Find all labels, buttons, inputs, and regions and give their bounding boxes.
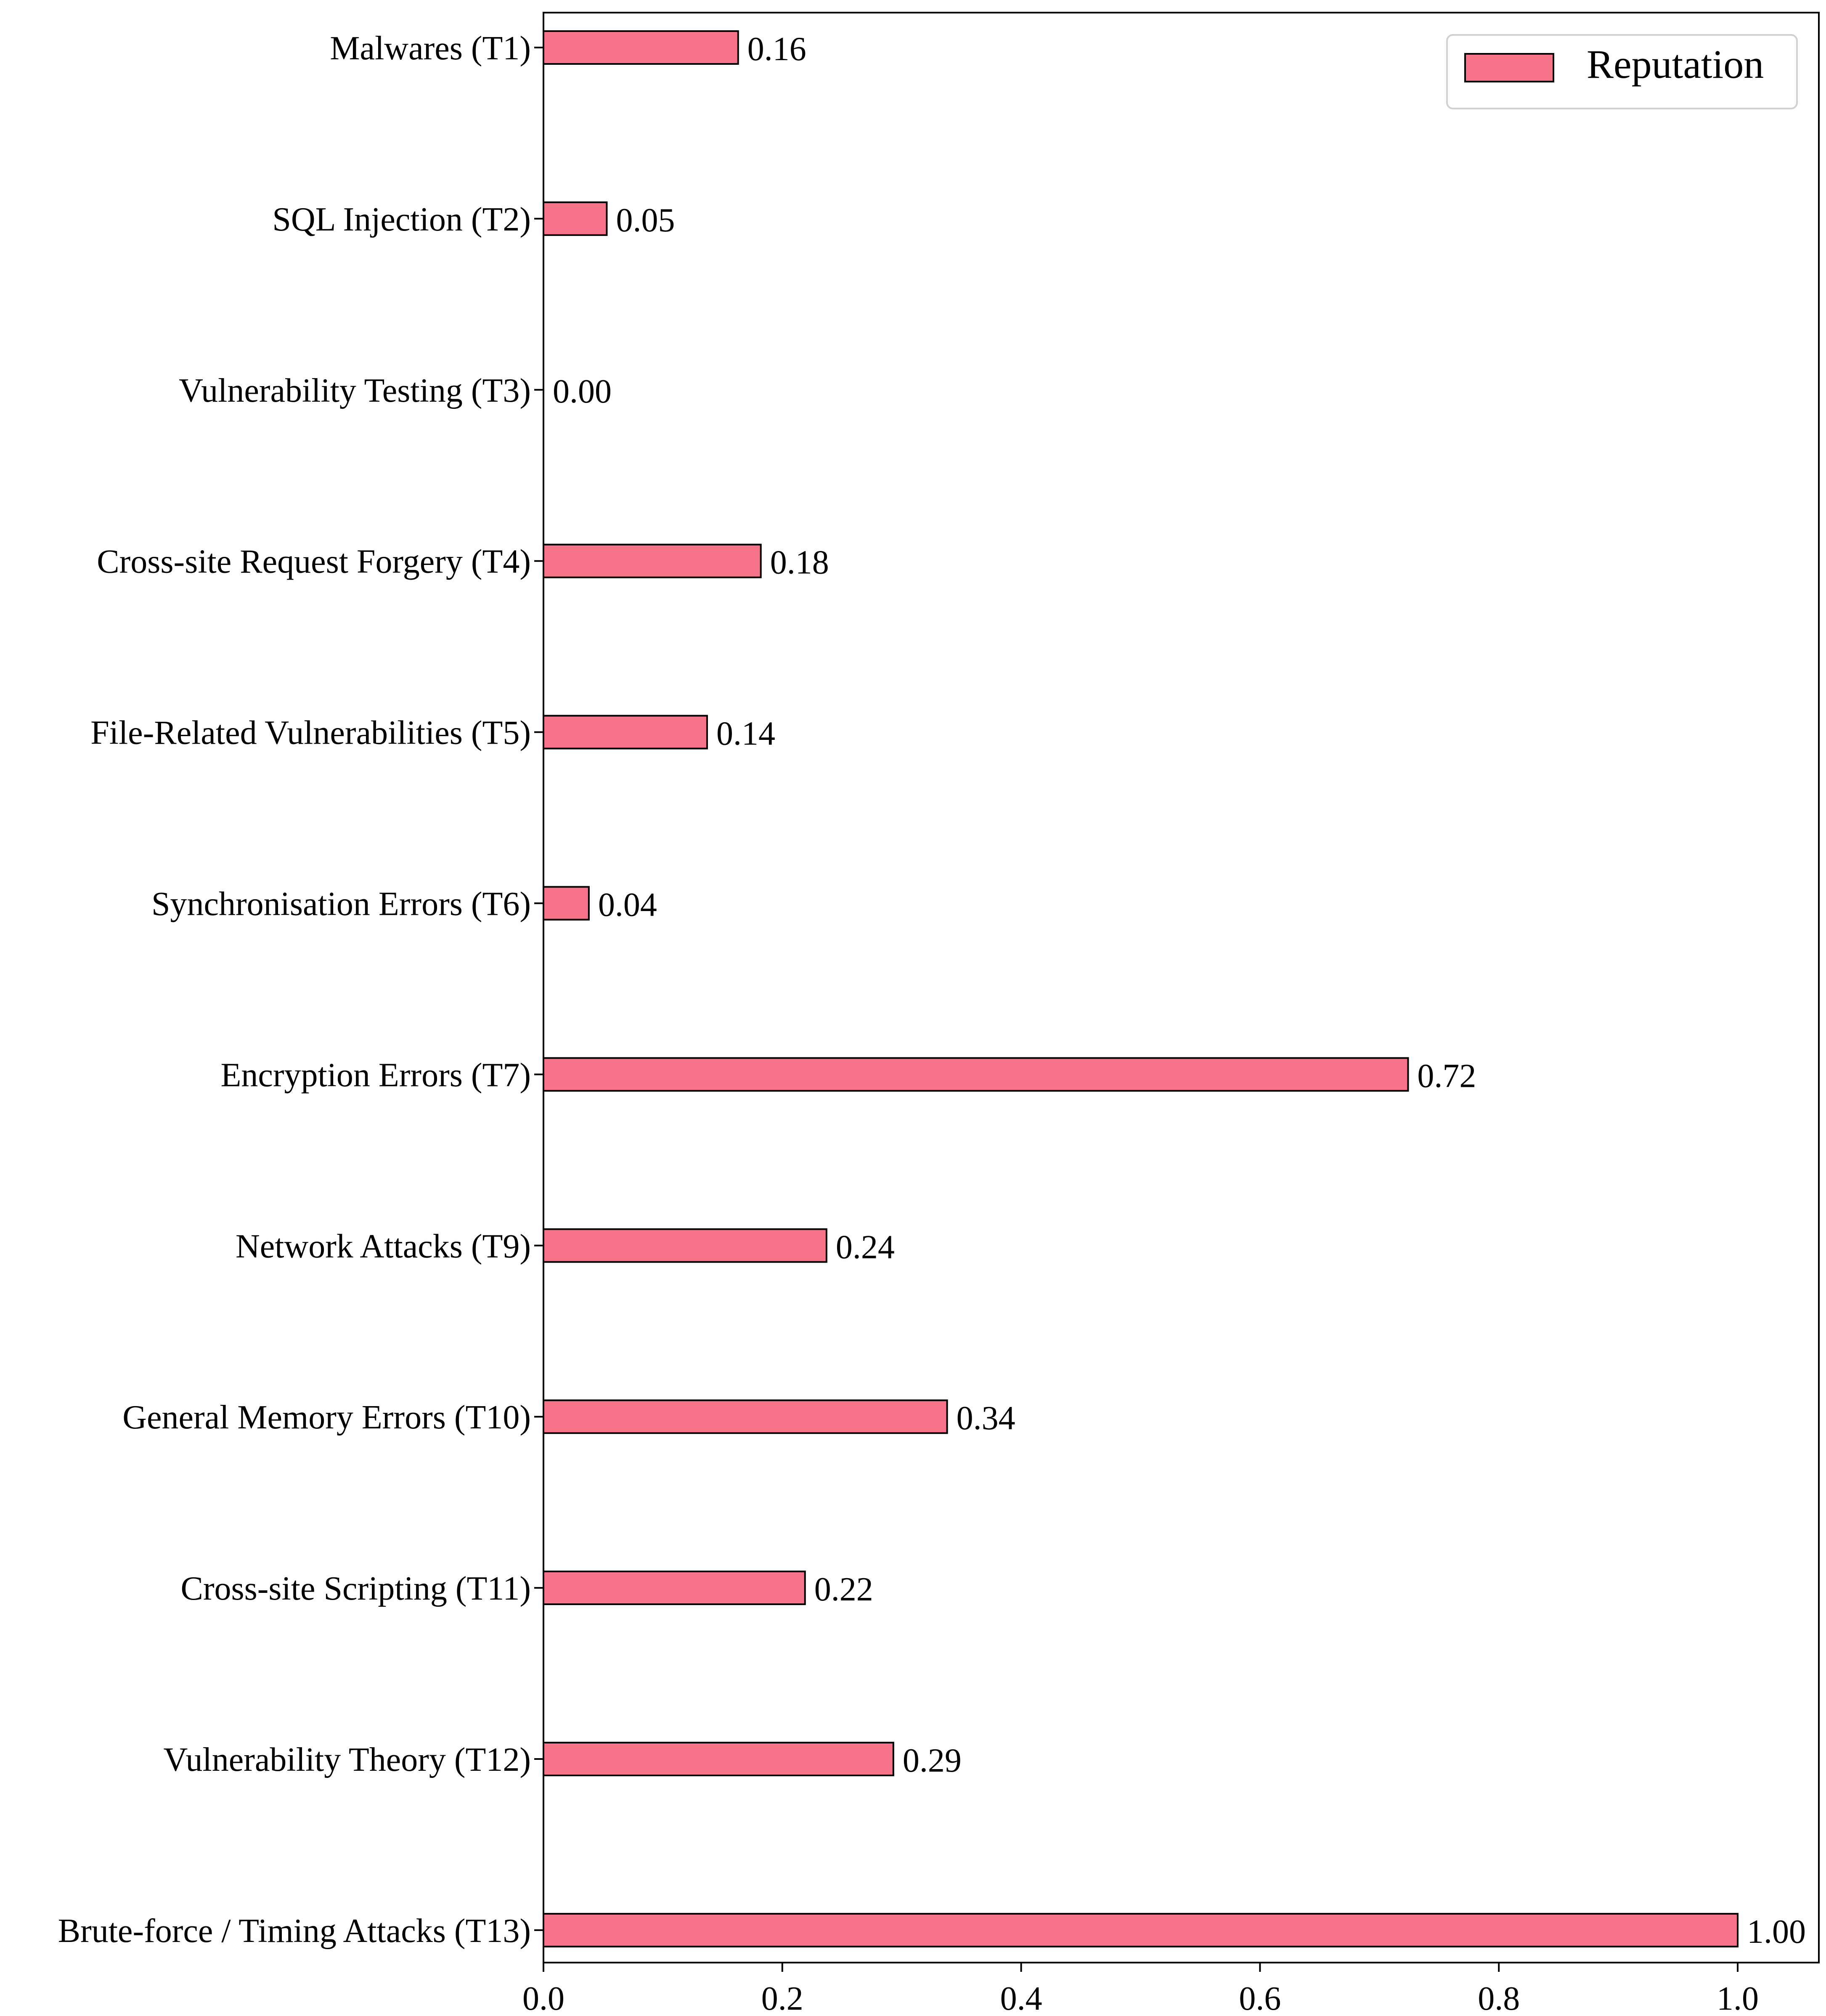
y-tick-label: Synchronisation Errors (T6) — [151, 886, 531, 923]
bar — [543, 1571, 806, 1605]
bar-value-label: 0.14 — [716, 715, 775, 752]
bar — [543, 715, 708, 750]
y-tick-label: Vulnerability Theory (T12) — [164, 1741, 531, 1778]
bar — [543, 1057, 1409, 1092]
y-tick-label: Cross-site Scripting (T11) — [181, 1570, 531, 1607]
plot-frame — [543, 12, 1820, 1963]
x-tick-label: 1.0 — [1717, 1980, 1759, 2014]
category-labels-layer: Malwares (T1) SQL Injection (T2) Vulnerabi… — [58, 30, 543, 1950]
value-labels-layer: 0.16 0.05 0.00 0.18 0.14 0.04 0.72 0.24 0.34 0.22… — [553, 31, 1806, 1950]
bar-value-label: 1.00 — [1747, 1913, 1806, 1950]
bar — [543, 201, 608, 236]
bar-value-label: 0.05 — [616, 202, 675, 239]
legend-swatch — [1464, 53, 1554, 82]
y-tick-label: Cross-site Request Forgery (T4) — [97, 543, 531, 580]
y-tick-label: Network Attacks (T9) — [236, 1228, 531, 1265]
bar-value-label: 0.72 — [1417, 1057, 1476, 1094]
y-tick-label: SQL Injection (T2) — [272, 201, 531, 238]
bar — [543, 1913, 1739, 1947]
y-tick-label: Encryption Errors (T7) — [220, 1057, 531, 1094]
x-tick-label: 0.0 — [522, 1980, 564, 2014]
bar-value-label: 0.22 — [814, 1571, 873, 1608]
x-tick-label: 0.2 — [761, 1980, 803, 2014]
bar-value-label: 0.29 — [903, 1742, 962, 1779]
bar — [543, 886, 590, 921]
bar-value-label: 0.04 — [598, 887, 657, 924]
x-tick-label: 0.6 — [1239, 1980, 1281, 2014]
x-tick-label: 0.4 — [1000, 1980, 1042, 2014]
bar — [543, 543, 762, 578]
x-axis-ticks: 0.0 0.2 0.4 0.6 0.8 1.0 — [522, 1963, 1759, 2016]
bar-value-label: 0.00 — [553, 373, 612, 410]
bar-value-label: 0.24 — [836, 1229, 895, 1266]
bar-value-label: 0.18 — [770, 544, 829, 581]
x-tick-label: 0.8 — [1478, 1980, 1520, 2014]
y-tick-label: Vulnerability Testing (T3) — [179, 372, 531, 409]
y-tick-label: Brute-force / Timing Attacks (T13) — [58, 1913, 531, 1950]
bar — [543, 30, 739, 65]
y-tick-label: Malwares (T1) — [330, 30, 531, 67]
bar-value-label: 0.34 — [957, 1400, 1015, 1437]
y-tick-label: File-Related Vulnerabilities (T5) — [90, 715, 531, 752]
bar — [543, 1228, 827, 1263]
bar-value-label: 0.16 — [747, 31, 806, 68]
bar — [543, 1742, 894, 1776]
legend-label: Reputation — [1587, 42, 1764, 87]
legend: Reputation — [1446, 34, 1798, 109]
y-tick-label: General Memory Errors (T10) — [122, 1399, 531, 1436]
bar — [543, 1399, 948, 1434]
bars-layer — [543, 30, 1739, 1947]
